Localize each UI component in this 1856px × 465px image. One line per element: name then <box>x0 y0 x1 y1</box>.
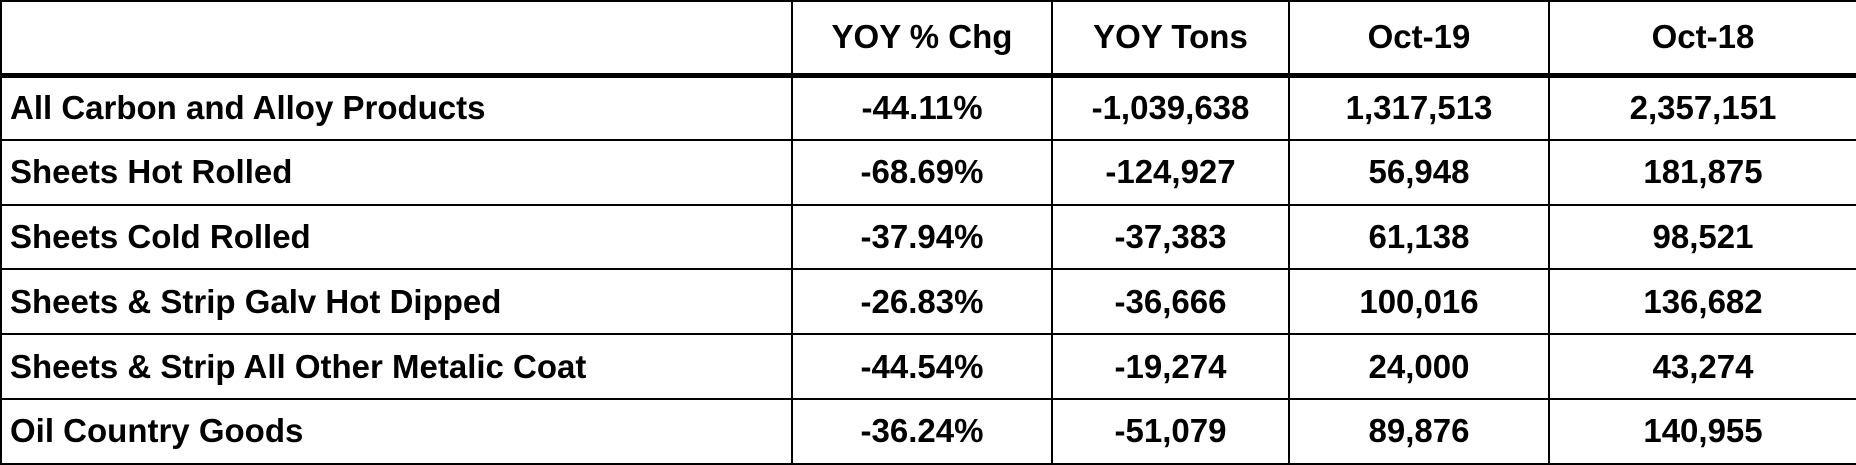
cell: -37,383 <box>1051 203 1290 271</box>
cell: 136,682 <box>1548 268 1856 336</box>
cell: -19,274 <box>1051 333 1290 400</box>
cell: -44.54% <box>791 333 1053 400</box>
cell: -124,927 <box>1051 138 1290 206</box>
cell: 140,955 <box>1548 397 1856 465</box>
column-header: Oct-18 <box>1548 0 1856 78</box>
cell: 181,875 <box>1548 138 1856 206</box>
cell: 98,521 <box>1548 203 1856 271</box>
cell: 89,876 <box>1288 397 1550 465</box>
row-label: Sheets & Strip Galv Hot Dipped <box>0 268 793 336</box>
table-row: Oil Country Goods -36.24% -51,079 89,876 140… <box>0 397 1856 465</box>
cell: 61,138 <box>1288 203 1550 271</box>
table-row: All Carbon and Alloy Products -44.11% -1,0… <box>0 74 1856 141</box>
table-row: Sheets & Strip All Other Metalic Coat -44… <box>0 333 1856 400</box>
cell: 2,357,151 <box>1548 74 1856 141</box>
column-header: Oct-19 <box>1288 0 1550 78</box>
table-row: Sheets Cold Rolled -37.94% -37,383 61,138 98… <box>0 203 1856 271</box>
header-row: YOY % Chg YOY Tons Oct-19 Oct-18 <box>0 0 1856 78</box>
cell: -1,039,638 <box>1051 74 1290 141</box>
cell: 1,317,513 <box>1288 74 1550 141</box>
row-label: Oil Country Goods <box>0 397 793 465</box>
row-label: Sheets Hot Rolled <box>0 138 793 206</box>
column-header: YOY % Chg <box>791 0 1053 78</box>
table-header: YOY % Chg YOY Tons Oct-19 Oct-18 <box>0 0 1856 78</box>
column-header: YOY Tons <box>1051 0 1290 78</box>
table-row: Sheets Hot Rolled -68.69% -124,927 56,948 18… <box>0 138 1856 206</box>
cell: 100,016 <box>1288 268 1550 336</box>
cell: -26.83% <box>791 268 1053 336</box>
table-row: Sheets & Strip Galv Hot Dipped -26.83% -36… <box>0 268 1856 336</box>
cell: -36,666 <box>1051 268 1290 336</box>
cell: 43,274 <box>1548 333 1856 400</box>
row-label: All Carbon and Alloy Products <box>0 74 793 141</box>
corner-cell <box>0 0 793 78</box>
cell: -51,079 <box>1051 397 1290 465</box>
cell: 56,948 <box>1288 138 1550 206</box>
cell: 24,000 <box>1288 333 1550 400</box>
cell: -44.11% <box>791 74 1053 141</box>
row-label: Sheets & Strip All Other Metalic Coat <box>0 333 793 400</box>
row-label: Sheets Cold Rolled <box>0 203 793 271</box>
cell: -37.94% <box>791 203 1053 271</box>
table-body: All Carbon and Alloy Products -44.11% -1,0… <box>0 74 1856 465</box>
cell: -36.24% <box>791 397 1053 465</box>
cell: -68.69% <box>791 138 1053 206</box>
